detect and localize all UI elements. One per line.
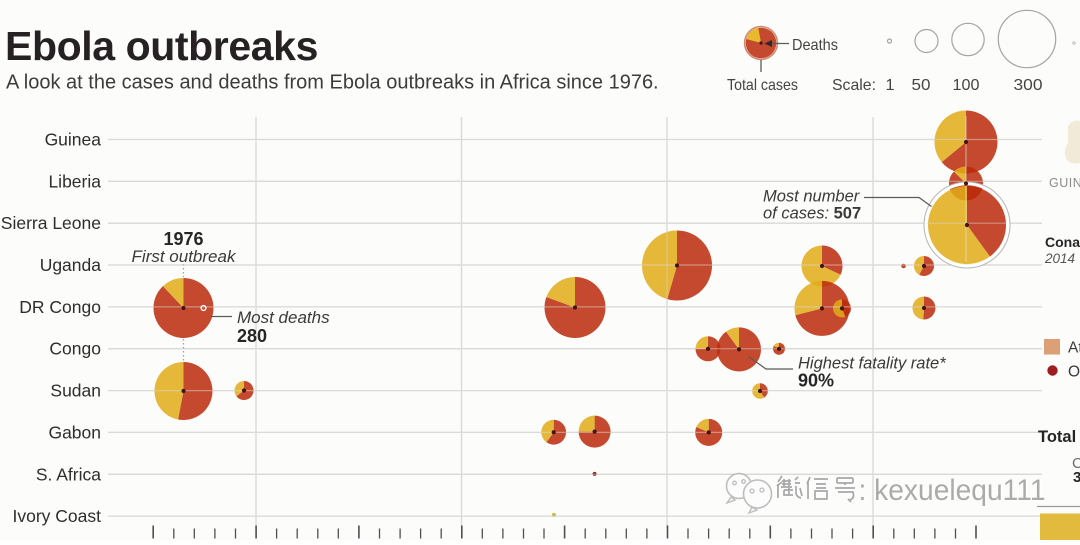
svg-text:100: 100 bbox=[953, 77, 980, 94]
svg-text:1: 1 bbox=[886, 77, 895, 94]
svg-text:GUIN: GUIN bbox=[1049, 176, 1080, 190]
svg-text:Ebola outbreaks: Ebola outbreaks bbox=[5, 23, 318, 69]
svg-text:50: 50 bbox=[912, 77, 931, 94]
svg-text:At: At bbox=[1068, 340, 1080, 357]
svg-text:C: C bbox=[1072, 455, 1080, 472]
svg-text:Scale:: Scale: bbox=[832, 77, 876, 94]
svg-text:1976: 1976 bbox=[163, 229, 203, 249]
svg-text:280: 280 bbox=[237, 326, 267, 346]
svg-text:Deaths: Deaths bbox=[792, 37, 838, 54]
svg-text:S. Africa: S. Africa bbox=[36, 464, 101, 484]
svg-text:: kexuelequ111: : kexuelequ111 bbox=[859, 474, 1046, 507]
svg-text:: kexuelequ111: : kexuelequ111 bbox=[860, 476, 1047, 509]
svg-text:Total: Total bbox=[1038, 428, 1076, 446]
svg-text:Highest fatality rate*: Highest fatality rate* bbox=[798, 355, 946, 373]
svg-text:Ivory Coast: Ivory Coast bbox=[13, 506, 102, 526]
svg-text:Congo: Congo bbox=[49, 339, 101, 359]
svg-text:Most number: Most number bbox=[763, 188, 861, 206]
svg-text:90%: 90% bbox=[798, 371, 834, 391]
svg-text:Sierra Leone: Sierra Leone bbox=[1, 213, 101, 233]
svg-text:of cases: 507: of cases: 507 bbox=[763, 205, 861, 223]
svg-text:3: 3 bbox=[1073, 469, 1080, 486]
svg-text:First outbreak: First outbreak bbox=[132, 247, 237, 266]
svg-text:Total cases: Total cases bbox=[727, 77, 798, 94]
svg-text:Guinea: Guinea bbox=[45, 130, 102, 150]
svg-text:Gabon: Gabon bbox=[48, 422, 101, 442]
svg-text:Uganda: Uganda bbox=[40, 255, 102, 275]
svg-text:O: O bbox=[1068, 364, 1080, 381]
svg-text:300: 300 bbox=[1014, 77, 1043, 94]
svg-text:DR Congo: DR Congo bbox=[19, 297, 101, 317]
svg-text:Sudan: Sudan bbox=[50, 381, 101, 401]
svg-text:Most deaths: Most deaths bbox=[237, 308, 330, 327]
svg-text:A look at the cases and deaths: A look at the cases and deaths from Ebol… bbox=[6, 72, 659, 94]
svg-text:2014: 2014 bbox=[1044, 251, 1075, 266]
svg-text:Liberia: Liberia bbox=[48, 171, 101, 191]
svg-text:Cona: Cona bbox=[1045, 234, 1080, 250]
